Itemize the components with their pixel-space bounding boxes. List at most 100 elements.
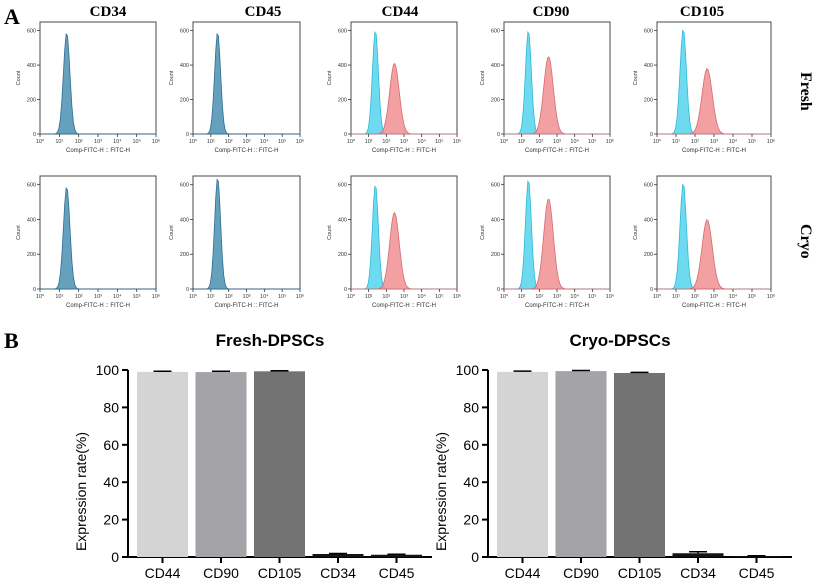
histogram-x-axis-label: Comp-FITC-H :: FITC-H xyxy=(525,303,589,309)
histogram-y-tick-label: 400 xyxy=(491,217,500,223)
histogram-x-tick-label: 10¹ xyxy=(672,139,680,145)
histogram-y-tick-label: 0 xyxy=(344,287,347,293)
histogram-y-tick-label: 400 xyxy=(180,63,189,69)
histogram-x-tick-label: 10⁴ xyxy=(417,138,426,145)
histogram-peak-cryo-cd34 xyxy=(40,186,156,290)
histogram-x-tick-label: 10² xyxy=(535,139,543,145)
column-title-cd34: CD34 xyxy=(89,4,127,20)
histogram-x-tick-label: 10⁰ xyxy=(189,138,198,145)
histogram-y-tick-label: 400 xyxy=(180,217,189,223)
histogram-x-tick-label: 10¹ xyxy=(518,294,526,300)
histogram-x-tick-label: 10³ xyxy=(710,139,718,145)
fresh-dpscs-y-tick-label: 0 xyxy=(111,549,119,565)
histogram-x-tick-label: 10⁵ xyxy=(132,293,140,300)
histogram-x-tick-label: 10⁰ xyxy=(36,293,45,300)
histogram-frame-cryo-cd34 xyxy=(39,175,157,290)
histogram-y-tick-label: 0 xyxy=(650,132,653,138)
histogram-x-tick-label: 10² xyxy=(75,294,83,300)
histogram-x-tick-label: 10⁵ xyxy=(588,293,596,300)
histogram-x-tick-label: 10¹ xyxy=(207,294,215,300)
histogram-y-tick-label: 400 xyxy=(491,63,500,69)
cryo-dpscs-y-tick-label: 20 xyxy=(463,512,479,528)
histogram-x-tick-label: 10⁵ xyxy=(435,293,443,300)
histogram-y-axis-label: Count xyxy=(633,225,639,240)
cryo-dpscs-y-tick-label: 40 xyxy=(463,474,479,490)
histogram-x-tick-label: 10⁴ xyxy=(417,293,426,300)
histogram-x-axis-label: Comp-FITC-H :: FITC-H xyxy=(372,148,436,154)
histogram-y-axis-label: Count xyxy=(327,70,333,85)
histogram-y-tick-label: 400 xyxy=(644,217,653,223)
histogram-x-tick-label: 10³ xyxy=(400,294,408,300)
histogram-x-tick-label: 10¹ xyxy=(518,139,526,145)
histogram-x-tick-label: 10⁶ xyxy=(152,138,160,145)
fresh-dpscs-x-tick-label-cd105: CD105 xyxy=(258,565,302,581)
histogram-x-tick-label: 10¹ xyxy=(55,294,63,300)
cryo-dpscs-y-tick-label: 60 xyxy=(463,437,479,453)
histogram-x-tick-label: 10¹ xyxy=(672,294,680,300)
fresh-dpscs-bar-cd44 xyxy=(137,371,188,557)
histogram-frame-fresh-cd44 xyxy=(350,21,458,135)
histogram-x-tick-label: 10⁴ xyxy=(729,138,738,145)
histogram-x-tick-label: 10⁴ xyxy=(113,293,122,300)
histogram-x-axis-label: Comp-FITC-H :: FITC-H xyxy=(372,303,436,309)
histogram-x-tick-label: 10⁶ xyxy=(152,293,160,300)
column-title-cd44: CD44 xyxy=(381,4,419,20)
histogram-y-tick-label: 400 xyxy=(27,63,36,69)
column-title-cd90: CD90 xyxy=(532,4,570,20)
cryo-dpscs-title: Cryo-DPSCs xyxy=(569,331,671,350)
histogram-x-tick-label: 10¹ xyxy=(207,139,215,145)
histogram-x-tick-label: 10¹ xyxy=(55,139,63,145)
histogram-y-axis-label: Count xyxy=(16,225,22,240)
fresh-dpscs-y-tick-label: 60 xyxy=(103,437,119,453)
fresh-dpscs-bar-cd105 xyxy=(254,371,305,557)
histogram-y-tick-label: 0 xyxy=(344,132,347,138)
cryo-dpscs-y-tick-label: 80 xyxy=(463,399,479,415)
histogram-x-tick-label: 10⁵ xyxy=(588,138,596,145)
histogram-x-tick-label: 10² xyxy=(691,139,699,145)
histogram-x-tick-label: 10⁰ xyxy=(653,138,662,145)
histogram-frame-cryo-cd45 xyxy=(192,175,301,290)
histogram-y-tick-label: 200 xyxy=(27,252,36,258)
histogram-x-axis-label: Comp-FITC-H :: FITC-H xyxy=(682,303,746,309)
histogram-x-tick-label: 10⁴ xyxy=(570,293,579,300)
histogram-y-tick-label: 0 xyxy=(497,287,500,293)
fresh-dpscs-bar-cd90 xyxy=(195,372,247,557)
flow-histogram-grid: 0 200 400 600 Count 10⁰ 10¹ 10² 10³ 10⁴ 10⁵ 10⁶ Comp… xyxy=(16,21,775,309)
histogram-y-tick-label: 600 xyxy=(338,29,347,35)
histogram-x-tick-label: 10⁵ xyxy=(748,293,756,300)
histogram-x-tick-label: 10³ xyxy=(94,139,102,145)
histogram-x-tick-label: 10⁵ xyxy=(278,138,286,145)
histogram-y-tick-label: 200 xyxy=(491,98,500,104)
histogram-y-tick-label: 0 xyxy=(186,287,189,293)
histogram-y-tick-label: 400 xyxy=(338,63,347,69)
histogram-y-tick-label: 600 xyxy=(491,183,500,189)
histogram-y-tick-label: 600 xyxy=(180,29,189,35)
histogram-y-tick-label: 200 xyxy=(338,252,347,258)
histogram-x-tick-label: 10³ xyxy=(400,139,408,145)
histogram-y-tick-label: 200 xyxy=(338,98,347,104)
histogram-x-tick-label: 10¹ xyxy=(365,139,373,145)
cryo-dpscs-bar-cd90 xyxy=(555,371,607,557)
histogram-x-tick-label: 10² xyxy=(691,294,699,300)
histogram-peak-cryo-cd45 xyxy=(193,178,300,290)
histogram-y-tick-label: 0 xyxy=(186,132,189,138)
histogram-frame-fresh-cd45 xyxy=(192,21,301,135)
histogram-x-axis-label: Comp-FITC-H :: FITC-H xyxy=(66,303,130,309)
histogram-y-tick-label: 400 xyxy=(644,63,653,69)
histogram-x-tick-label: 10³ xyxy=(243,294,251,300)
cryo-dpscs-x-tick-label-cd44: CD44 xyxy=(505,565,541,581)
fresh-dpscs-x-tick-label-cd45: CD45 xyxy=(379,565,415,581)
expression-bar-charts: 0 20 40 60 80 100 Expression rate(%) CD44 CD90 CD… xyxy=(73,362,792,581)
fresh-dpscs-y-tick-label: 40 xyxy=(103,474,119,490)
histogram-x-tick-label: 10⁵ xyxy=(132,138,140,145)
histogram-x-tick-label: 10⁶ xyxy=(453,138,461,145)
histogram-x-tick-label: 10⁶ xyxy=(606,138,614,145)
histogram-x-tick-label: 10⁶ xyxy=(767,138,775,145)
histogram-y-axis-label: Count xyxy=(327,225,333,240)
column-title-cd45: CD45 xyxy=(244,4,282,20)
fresh-dpscs-bar-cd34 xyxy=(312,554,364,557)
histogram-y-tick-label: 400 xyxy=(338,217,347,223)
histogram-x-tick-label: 10² xyxy=(382,294,390,300)
histogram-y-axis-label: Count xyxy=(480,70,486,85)
histogram-peak-fresh-cd34 xyxy=(40,32,156,135)
